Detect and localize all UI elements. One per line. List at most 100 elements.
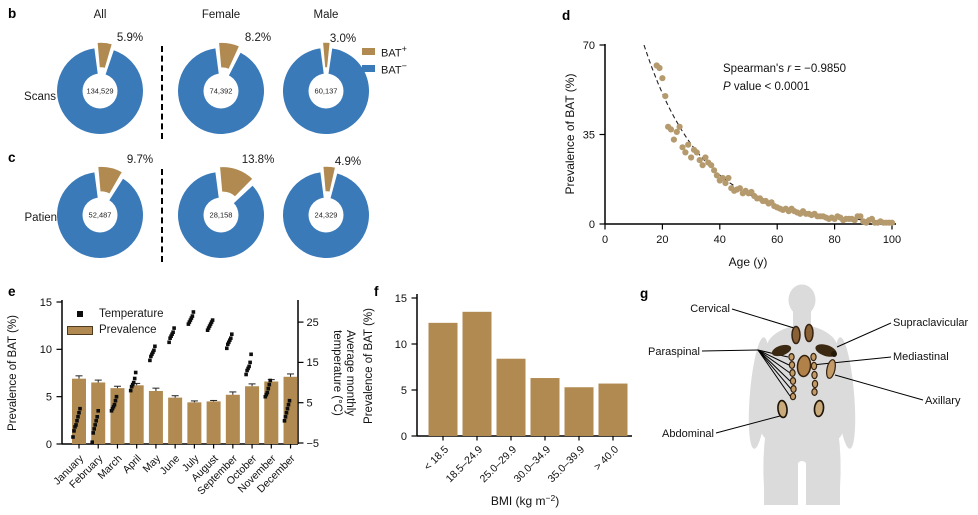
f-xlabel: BMI (kg m−2) bbox=[491, 493, 559, 508]
bat-positive-slice bbox=[96, 41, 114, 70]
e-ylabel-right-line1: Average monthly bbox=[344, 330, 356, 416]
donut-chart-svg: 74,392 bbox=[178, 41, 264, 134]
svg-text:10: 10 bbox=[40, 344, 52, 356]
prevalence-bar-icon bbox=[66, 325, 94, 335]
e-ylabel-right-line2: temperature (°C) bbox=[331, 330, 343, 416]
svg-text:−5: −5 bbox=[307, 438, 320, 450]
monthly-combo-plot: 0 5 10 15 −5 5 15 25 JanuaryFebruaryMarchAprilMa… bbox=[7, 297, 356, 498]
panel-letter-b: b bbox=[8, 6, 17, 21]
bat-negative-slice bbox=[56, 48, 143, 134]
abdominal-label: Abdominal bbox=[662, 428, 714, 440]
panel-letter-f: f bbox=[374, 284, 379, 299]
bat-positive-label: BAT+ bbox=[381, 43, 407, 60]
legend-item-bat-positive: BAT+ bbox=[362, 43, 407, 60]
cervical-label: Cervical bbox=[690, 303, 730, 315]
svg-text:5: 5 bbox=[307, 398, 313, 410]
mediastinal-leader-line bbox=[811, 356, 892, 366]
donut-hole bbox=[308, 197, 344, 233]
svg-text:0: 0 bbox=[401, 431, 407, 443]
donut-center-count: 74,392 bbox=[210, 87, 233, 96]
bat-positive-slice bbox=[321, 165, 337, 194]
panel-g-bat-depot-diagram: g bbox=[630, 278, 978, 515]
donut-scans-male: 60,137 bbox=[274, 39, 378, 143]
paraspinal-depots bbox=[788, 352, 819, 401]
dashed-divider-patients bbox=[161, 169, 163, 262]
bat-positive-slice bbox=[218, 165, 255, 199]
svg-text:15: 15 bbox=[395, 293, 407, 305]
bmi-bars-group bbox=[428, 311, 628, 436]
donut-chart-svg: 52,487 bbox=[57, 165, 144, 258]
temperature-points bbox=[71, 310, 292, 444]
error-bars bbox=[75, 373, 295, 403]
donut-center-count: 52,487 bbox=[89, 211, 112, 220]
donut-hole bbox=[203, 73, 239, 109]
leader-lines bbox=[701, 308, 924, 434]
donut-patients-female: 28,158 bbox=[169, 163, 273, 267]
bat-negative-slice bbox=[57, 172, 144, 258]
column-title-male: Male bbox=[313, 9, 339, 21]
donut-center-count: 60,137 bbox=[315, 87, 338, 96]
svg-text:60: 60 bbox=[771, 234, 783, 246]
panel-letter-e: e bbox=[8, 284, 16, 299]
mediastinal-depot bbox=[796, 354, 812, 378]
e-legend: Temperature Prevalence bbox=[66, 306, 164, 338]
f-ylabel: Prevalence of BAT (%) bbox=[363, 308, 375, 424]
panel-letter-g: g bbox=[640, 286, 649, 301]
svg-text:April: April bbox=[120, 453, 143, 476]
e-legend-temperature-label: Temperature bbox=[99, 308, 164, 320]
svg-text:15: 15 bbox=[40, 297, 52, 309]
donut-center-count: 24,329 bbox=[315, 211, 338, 220]
d-ylabel: Prevalence of BAT (%) bbox=[563, 74, 577, 195]
abdominal-depots bbox=[777, 399, 825, 419]
bat-depots bbox=[771, 323, 837, 419]
pct-label-patients-female: 13.8% bbox=[241, 154, 275, 166]
cervical-depots bbox=[791, 323, 814, 345]
column-title-female: Female bbox=[201, 9, 241, 21]
donut-chart-svg: 60,137 bbox=[283, 41, 369, 134]
svg-text:35.0–39.9: 35.0–39.9 bbox=[546, 444, 588, 486]
donut-center-count: 134,529 bbox=[86, 87, 113, 96]
column-title-all: All bbox=[93, 9, 107, 21]
bat-negative-slice bbox=[178, 48, 264, 134]
donut-hole bbox=[308, 73, 344, 109]
panel-d-age-scatter: d 0 20 40 60 80 100 0 35 70 Age (y) Prevalence o… bbox=[558, 0, 978, 278]
row-label-patients: Patients bbox=[24, 212, 66, 224]
bat-positive-slice bbox=[217, 41, 241, 71]
e-ylabel-left: Prevalence of BAT (%) bbox=[7, 315, 19, 431]
prevalence-bars bbox=[72, 376, 298, 444]
bmi-bar-plot: 0 5 10 15 < 18.518.5–24.925.0–29.930.0–34.93… bbox=[363, 293, 632, 508]
donut-center-count: 28,158 bbox=[210, 211, 233, 220]
cervical-leader-line bbox=[731, 308, 795, 329]
abdominal-leader-line bbox=[715, 415, 781, 434]
donut-scans-female: 74,392 bbox=[169, 39, 273, 143]
donut-hole bbox=[203, 197, 239, 233]
d-annotation-pvalue: P value < 0.0001 bbox=[723, 81, 810, 93]
svg-text:20: 20 bbox=[656, 234, 668, 246]
pct-label-scans-all: 5.9% bbox=[116, 32, 144, 44]
svg-text:0: 0 bbox=[602, 234, 608, 246]
axillary-label: Axillary bbox=[925, 395, 961, 407]
supraclavicular-depots bbox=[771, 344, 837, 357]
pct-label-patients-all: 9.7% bbox=[126, 154, 154, 166]
panel-b-c-donut-charts: b c All Female Male Scans Patients 5.9% … bbox=[0, 0, 558, 278]
axillary-leader-line bbox=[834, 374, 924, 401]
legend-item-bat-negative: BAT− bbox=[362, 60, 407, 77]
donut-chart-svg: 134,529 bbox=[56, 41, 143, 134]
dashed-divider-scans bbox=[161, 46, 163, 139]
svg-text:0: 0 bbox=[589, 219, 595, 231]
svg-text:10: 10 bbox=[395, 339, 407, 351]
bat-legend: BAT+ BAT− bbox=[362, 43, 407, 77]
svg-text:> 40.0: > 40.0 bbox=[592, 444, 621, 473]
svg-text:0: 0 bbox=[46, 439, 52, 451]
e-legend-prevalence: Prevalence bbox=[66, 322, 164, 338]
bat-negative-slice bbox=[283, 48, 369, 134]
svg-text:80: 80 bbox=[828, 234, 840, 246]
row-label-scans: Scans bbox=[24, 91, 56, 103]
svg-text:< 18.5: < 18.5 bbox=[422, 444, 451, 473]
scatter-points bbox=[653, 62, 896, 226]
donut-hole bbox=[82, 197, 118, 233]
svg-text:5: 5 bbox=[401, 385, 407, 397]
svg-text:35: 35 bbox=[583, 130, 595, 142]
svg-text:25: 25 bbox=[307, 317, 319, 329]
